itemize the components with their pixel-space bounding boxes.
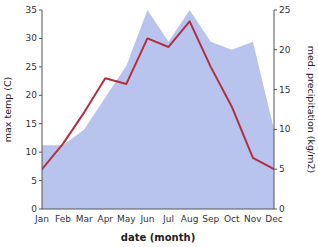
y-tick-label: 25 bbox=[26, 62, 37, 72]
y2-tick bbox=[274, 10, 277, 11]
x-tick-label: Aug bbox=[181, 214, 199, 224]
y2-tick-label: 5 bbox=[279, 164, 285, 174]
y-tick bbox=[39, 180, 42, 181]
chart-svg: JanFebMarAprMayJunJulAugSepOctNovDec0510… bbox=[0, 0, 318, 247]
y2-tick bbox=[274, 129, 277, 130]
plot-area bbox=[42, 10, 274, 209]
y-tick-label: 30 bbox=[26, 33, 38, 43]
x-tick-label: Jul bbox=[162, 214, 174, 224]
y2-tick bbox=[274, 49, 277, 50]
y-tick-label: 15 bbox=[26, 119, 37, 129]
x-tick-label: Jan bbox=[34, 214, 49, 224]
axes: JanFebMarAprMayJunJulAugSepOctNovDec0510… bbox=[26, 5, 291, 224]
x-tick-label: May bbox=[117, 214, 136, 224]
y-tick-label: 5 bbox=[31, 176, 37, 186]
y2-tick bbox=[274, 169, 277, 170]
y-tick bbox=[39, 10, 42, 11]
y2-tick-label: 0 bbox=[279, 204, 285, 214]
y2-tick bbox=[274, 209, 277, 210]
x-tick-label: Jun bbox=[139, 214, 154, 224]
y2-axis-line bbox=[274, 10, 275, 209]
y-tick bbox=[39, 95, 42, 96]
x-tick-label: Apr bbox=[97, 214, 113, 224]
y2-tick-label: 25 bbox=[279, 5, 290, 15]
temp-line bbox=[42, 21, 274, 169]
y-tick-label: 10 bbox=[26, 147, 38, 157]
y-tick bbox=[39, 152, 42, 153]
x-tick-label: Sep bbox=[202, 214, 219, 224]
y-tick bbox=[39, 123, 42, 124]
x-tick-label: Mar bbox=[76, 214, 93, 224]
y2-tick-label: 10 bbox=[279, 124, 291, 134]
y-tick bbox=[39, 209, 42, 210]
precip-area bbox=[42, 10, 274, 209]
y-tick-label: 0 bbox=[31, 204, 37, 214]
x-tick-label: Nov bbox=[244, 214, 262, 224]
y-axis-title: max temp (C) bbox=[2, 77, 13, 143]
x-axis-title: date (month) bbox=[121, 232, 195, 243]
y2-tick-label: 20 bbox=[279, 45, 291, 55]
y2-tick bbox=[274, 89, 277, 90]
x-tick-label: Oct bbox=[224, 214, 240, 224]
y-tick bbox=[39, 38, 42, 39]
x-tick-label: Dec bbox=[265, 214, 282, 224]
y-tick-label: 35 bbox=[26, 5, 37, 15]
y-axis-line bbox=[42, 10, 43, 209]
x-tick-label: Feb bbox=[55, 214, 71, 224]
y2-tick-label: 15 bbox=[279, 85, 290, 95]
y-tick bbox=[39, 66, 42, 67]
y2-axis-title: med. precipitation (kg/m2) bbox=[306, 46, 317, 173]
chart-container: JanFebMarAprMayJunJulAugSepOctNovDec0510… bbox=[0, 0, 318, 247]
x-axis-line bbox=[42, 209, 274, 210]
y-tick-label: 20 bbox=[26, 90, 38, 100]
